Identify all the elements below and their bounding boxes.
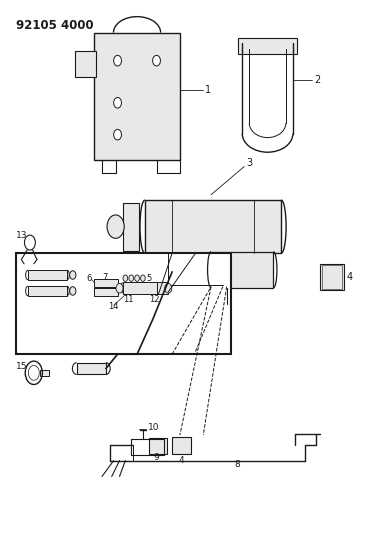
Bar [156, 282, 168, 294]
Text: 15: 15 [16, 362, 28, 371]
Circle shape [129, 275, 134, 281]
Text: 10: 10 [148, 423, 160, 432]
Polygon shape [122, 282, 124, 294]
Bar [28, 270, 67, 280]
Circle shape [165, 284, 172, 293]
Text: 3: 3 [246, 158, 252, 168]
Bar [94, 288, 118, 296]
Circle shape [116, 284, 123, 293]
Text: 4: 4 [347, 272, 353, 282]
Text: 8: 8 [235, 460, 240, 469]
Bar [239, 38, 297, 54]
Bar [172, 437, 191, 454]
Text: 2: 2 [314, 76, 321, 85]
Bar [16, 253, 231, 354]
Bar [124, 203, 139, 251]
Text: 6: 6 [86, 274, 92, 283]
Text: 9: 9 [154, 454, 160, 463]
Circle shape [123, 275, 128, 281]
Circle shape [107, 215, 124, 238]
Bar [39, 369, 49, 376]
Circle shape [135, 275, 140, 281]
Text: 92105 4000: 92105 4000 [16, 19, 94, 33]
Circle shape [114, 55, 122, 66]
Bar [28, 286, 67, 296]
Circle shape [141, 275, 145, 281]
Bar [145, 200, 281, 253]
Bar [94, 33, 180, 160]
Text: 11: 11 [124, 295, 134, 304]
Text: 12: 12 [149, 295, 159, 304]
Bar [211, 252, 273, 288]
Circle shape [70, 287, 76, 295]
Bar [77, 363, 106, 374]
Bar [75, 51, 96, 77]
Circle shape [114, 98, 122, 108]
Bar [124, 282, 156, 294]
Text: 4: 4 [179, 456, 184, 464]
Text: 1: 1 [205, 85, 212, 95]
Circle shape [114, 130, 122, 140]
Text: 13: 13 [16, 231, 28, 240]
Text: 14: 14 [108, 302, 118, 311]
Bar [94, 279, 118, 287]
Bar [149, 438, 167, 454]
Circle shape [70, 271, 76, 279]
Bar [322, 265, 342, 289]
Bar [320, 264, 344, 290]
Text: 7: 7 [102, 273, 108, 282]
Circle shape [152, 55, 160, 66]
Text: 5: 5 [147, 273, 152, 282]
